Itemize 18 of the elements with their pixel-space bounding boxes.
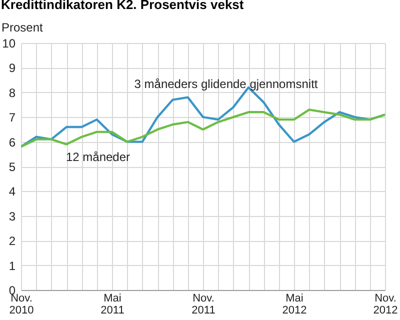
y-tick-label: 8	[8, 86, 16, 100]
x-tick-label: Mai 2012	[282, 292, 307, 316]
x-tick-label: Mai 2011	[100, 292, 124, 316]
series-label: 12 måneder	[66, 150, 130, 164]
x-tick-label: Nov. 2012	[373, 292, 398, 316]
y-tick-label: 1	[8, 258, 16, 273]
y-tick-label: 7	[8, 110, 16, 125]
y-tick-label: 5	[8, 160, 16, 174]
line-series	[21, 108, 385, 148]
y-tick-label: 9	[8, 61, 16, 76]
y-tick-label: 6	[8, 135, 16, 150]
y-tick-label: 10	[2, 36, 16, 50]
x-tick-label: Nov. 2011	[192, 292, 216, 316]
series-label: 3 måneders glidende gjennomsnitt	[134, 77, 318, 91]
y-tick-label: 4	[8, 184, 16, 199]
y-axis-title: Prosent	[2, 20, 44, 34]
y-tick-label: 2	[8, 234, 16, 248]
y-tick-label: 3	[8, 209, 16, 224]
